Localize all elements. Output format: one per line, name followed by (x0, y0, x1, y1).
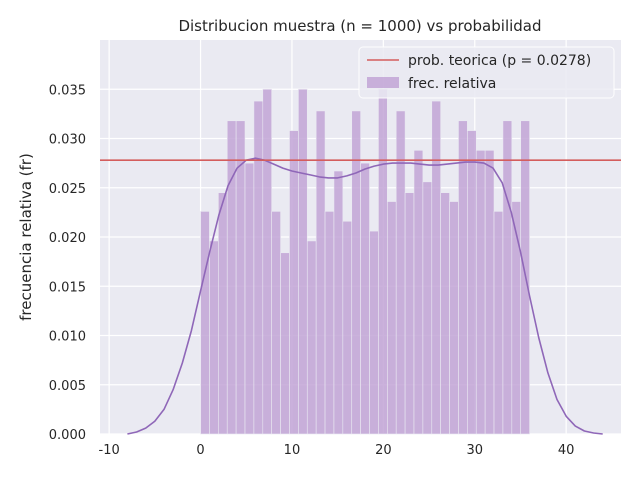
y-tick-label: 0.015 (49, 280, 86, 295)
legend-bar-swatch (367, 77, 399, 88)
y-tick-label: 0.020 (49, 231, 86, 246)
histogram-bar (493, 211, 504, 435)
y-tick-label: 0.000 (49, 428, 86, 443)
histogram-bar (449, 201, 459, 435)
histogram-bar (475, 150, 486, 435)
histogram-bar (369, 230, 379, 435)
x-ticks: -10 0 10 20 30 40 (99, 443, 575, 458)
x-tick-label: 20 (375, 443, 392, 458)
histogram-bar (262, 88, 272, 435)
histogram-bar (218, 192, 228, 435)
histogram-bar (404, 192, 415, 435)
histogram-bar (306, 240, 317, 435)
y-tick-label: 0.005 (49, 379, 86, 394)
histogram-bar (502, 120, 513, 435)
histogram-bar (209, 240, 219, 435)
histogram-bar (422, 181, 433, 435)
y-ticks: 0.000 0.005 0.010 0.015 0.020 0.025 0.030 0.035 (49, 83, 86, 443)
histogram-bar (342, 220, 353, 435)
histogram-bar (280, 252, 290, 435)
histogram-bar (200, 211, 210, 435)
legend-label-histogram: frec. relativa (408, 76, 496, 92)
x-tick-label: 30 (466, 443, 483, 458)
y-tick-label: 0.030 (49, 133, 86, 148)
histogram-bar (333, 170, 344, 435)
x-tick-label: 40 (558, 443, 575, 458)
histogram-bar (244, 162, 255, 435)
histogram-bar (298, 88, 308, 435)
histogram-bar (484, 150, 495, 435)
histogram-bar (324, 211, 335, 435)
histogram-bar (378, 88, 388, 435)
kde-curve (127, 157, 603, 435)
y-tick-label: 0.010 (49, 330, 86, 345)
histogram-bar (271, 211, 281, 435)
x-tick-label: 10 (284, 443, 301, 458)
y-tick-label: 0.025 (49, 182, 86, 197)
x-tick-label: 0 (196, 443, 204, 458)
chart-title: Distribucion muestra (n = 1000) vs proba… (178, 17, 541, 35)
legend: prob. teorica (p = 0.0278) frec. relativ… (358, 46, 615, 99)
histogram-bar (360, 162, 370, 435)
histogram-bar (431, 100, 441, 435)
legend-box (358, 46, 615, 99)
x-tick-label: -10 (99, 443, 120, 458)
histogram-bar (458, 120, 468, 435)
histogram-bar (413, 150, 424, 435)
histogram-bar (467, 130, 477, 435)
histogram-bar (226, 120, 237, 435)
y-tick-label: 0.035 (49, 83, 86, 98)
kde-curve-group (127, 157, 603, 435)
y-axis-label: frecuencia relativa (fr) (17, 153, 35, 321)
histogram-bars (200, 88, 530, 435)
histogram-bar (289, 130, 299, 435)
legend-label-reference: prob. teorica (p = 0.0278) (408, 53, 591, 69)
histogram-bar (387, 201, 397, 435)
histogram-bar (253, 100, 264, 435)
histogram-bar (440, 192, 450, 435)
